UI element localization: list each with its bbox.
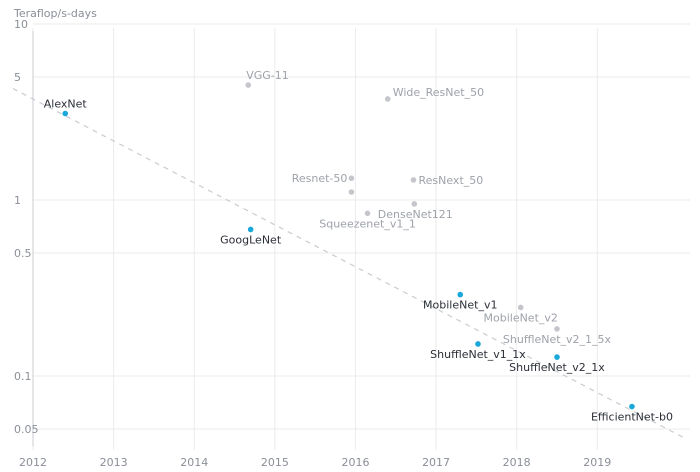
x-tick-label: 2012: [19, 456, 47, 469]
x-tick-label: 2015: [261, 456, 289, 469]
point-label: Wide_ResNet_50: [393, 86, 484, 99]
y-tick-label: 0.1: [14, 370, 32, 383]
data-point: [348, 175, 355, 181]
y-axis-label: Teraflop/s-days: [13, 7, 97, 20]
point-label: MobileNet_v1: [423, 299, 497, 312]
point-label: ShuffleNet_v2_1x: [509, 361, 605, 374]
point-label: AlexNet: [44, 98, 88, 111]
data-point: [247, 226, 254, 233]
point-label: Squeezenet_v1_1: [319, 217, 416, 230]
data-point: [475, 341, 481, 347]
data-point: [457, 291, 464, 298]
x-tick-label: 2017: [422, 456, 450, 469]
point-label: MobileNet_v2: [484, 311, 558, 324]
point-label: DenseNet121: [378, 208, 453, 221]
point-label: VGG-11: [246, 69, 289, 82]
data-point: [517, 304, 524, 311]
grid-layer: [32, 23, 690, 450]
point-label: ResNext_50: [418, 174, 483, 187]
data-point: [411, 201, 418, 207]
y-tick-label: 0.05: [14, 423, 39, 436]
data-point: [629, 403, 635, 410]
x-tick-labels: 2012 2013 2014 2015 2016 2017 2018 2019: [19, 456, 611, 469]
y-tick-label: 10: [14, 18, 28, 31]
data-points: AlexNet VGG-11 Wide_ResNet_50 GoogLeNet Resn…: [44, 69, 673, 424]
data-point: [62, 110, 69, 117]
x-tick-label: 2014: [180, 456, 208, 469]
data-point: [348, 189, 355, 195]
y-tick-label: 5: [14, 71, 21, 84]
data-point: [384, 96, 391, 102]
y-tick-labels: 10 5 1 0.5 0.1 0.05: [14, 18, 39, 436]
y-tick-label: 1: [14, 194, 21, 207]
data-point: [554, 326, 560, 332]
point-label: ShuffleNet_v2_1_5x: [503, 333, 612, 346]
point-label: ShuffleNet_v1_1x: [430, 348, 526, 361]
y-tick-label: 0.5: [14, 247, 32, 260]
point-label: EfficientNet-b0: [591, 411, 673, 424]
trend-line: [12, 87, 687, 440]
data-point: [554, 354, 560, 360]
data-point: [364, 210, 371, 217]
x-tick-label: 2019: [583, 456, 611, 469]
data-point: [410, 177, 417, 183]
x-tick-label: 2013: [100, 456, 128, 469]
data-point: [245, 82, 252, 88]
x-tick-label: 2016: [341, 456, 369, 469]
point-label: Resnet-50: [292, 172, 348, 185]
point-label: GoogLeNet: [220, 233, 282, 246]
x-tick-label: 2018: [503, 456, 531, 469]
